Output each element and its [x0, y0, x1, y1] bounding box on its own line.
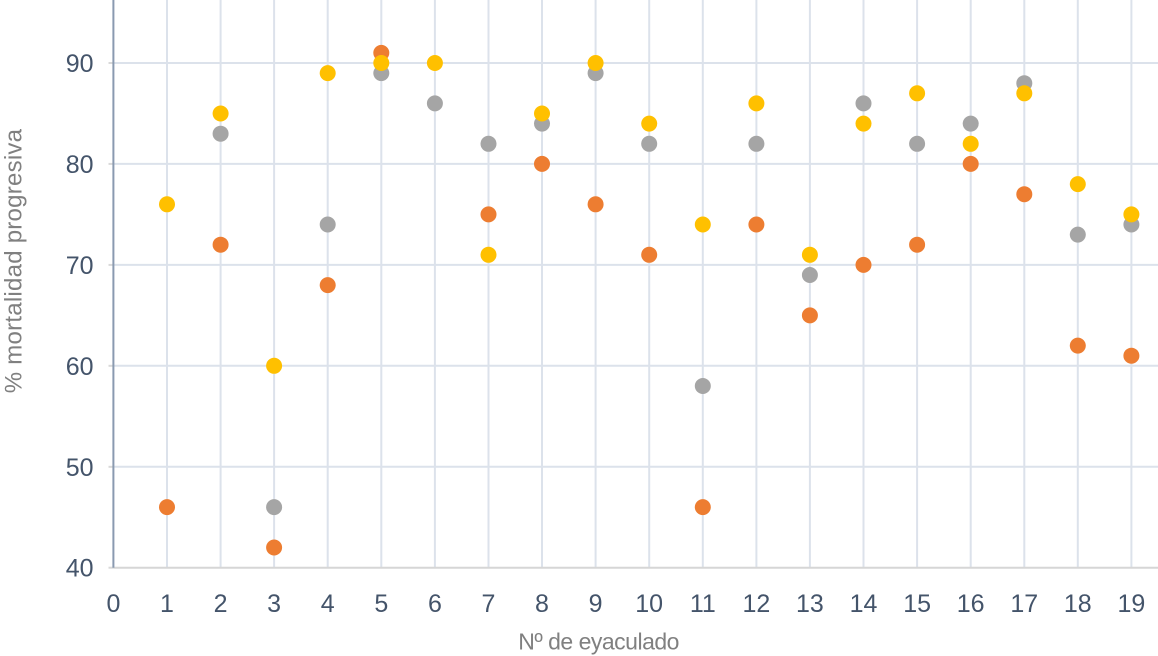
svg-text:3: 3 [267, 590, 281, 618]
svg-text:0: 0 [106, 590, 120, 618]
svg-text:5: 5 [374, 590, 388, 618]
svg-text:1: 1 [160, 590, 174, 618]
svg-text:18: 18 [1064, 590, 1092, 618]
svg-text:6: 6 [428, 590, 442, 618]
svg-text:50: 50 [66, 454, 94, 482]
svg-text:11: 11 [690, 590, 716, 618]
svg-text:7: 7 [482, 590, 496, 618]
svg-text:4: 4 [321, 590, 335, 618]
svg-text:70: 70 [66, 252, 94, 280]
svg-text:9: 9 [589, 590, 603, 618]
svg-text:12: 12 [742, 590, 770, 618]
svg-text:13: 13 [796, 590, 824, 618]
svg-text:15: 15 [903, 590, 931, 618]
svg-text:16: 16 [957, 590, 985, 618]
svg-text:Nº de eyaculado: Nº de eyaculado [518, 629, 679, 655]
svg-text:% mortalidad progresiva: % mortalidad progresiva [1, 128, 28, 393]
svg-text:14: 14 [850, 590, 878, 618]
svg-text:10: 10 [635, 590, 663, 618]
svg-text:90: 90 [66, 50, 94, 78]
svg-text:17: 17 [1010, 590, 1038, 618]
svg-text:2: 2 [214, 590, 228, 618]
svg-text:80: 80 [66, 151, 94, 179]
svg-text:8: 8 [535, 590, 549, 618]
svg-text:40: 40 [66, 555, 94, 583]
svg-text:60: 60 [66, 353, 94, 381]
svg-text:19: 19 [1117, 590, 1145, 618]
